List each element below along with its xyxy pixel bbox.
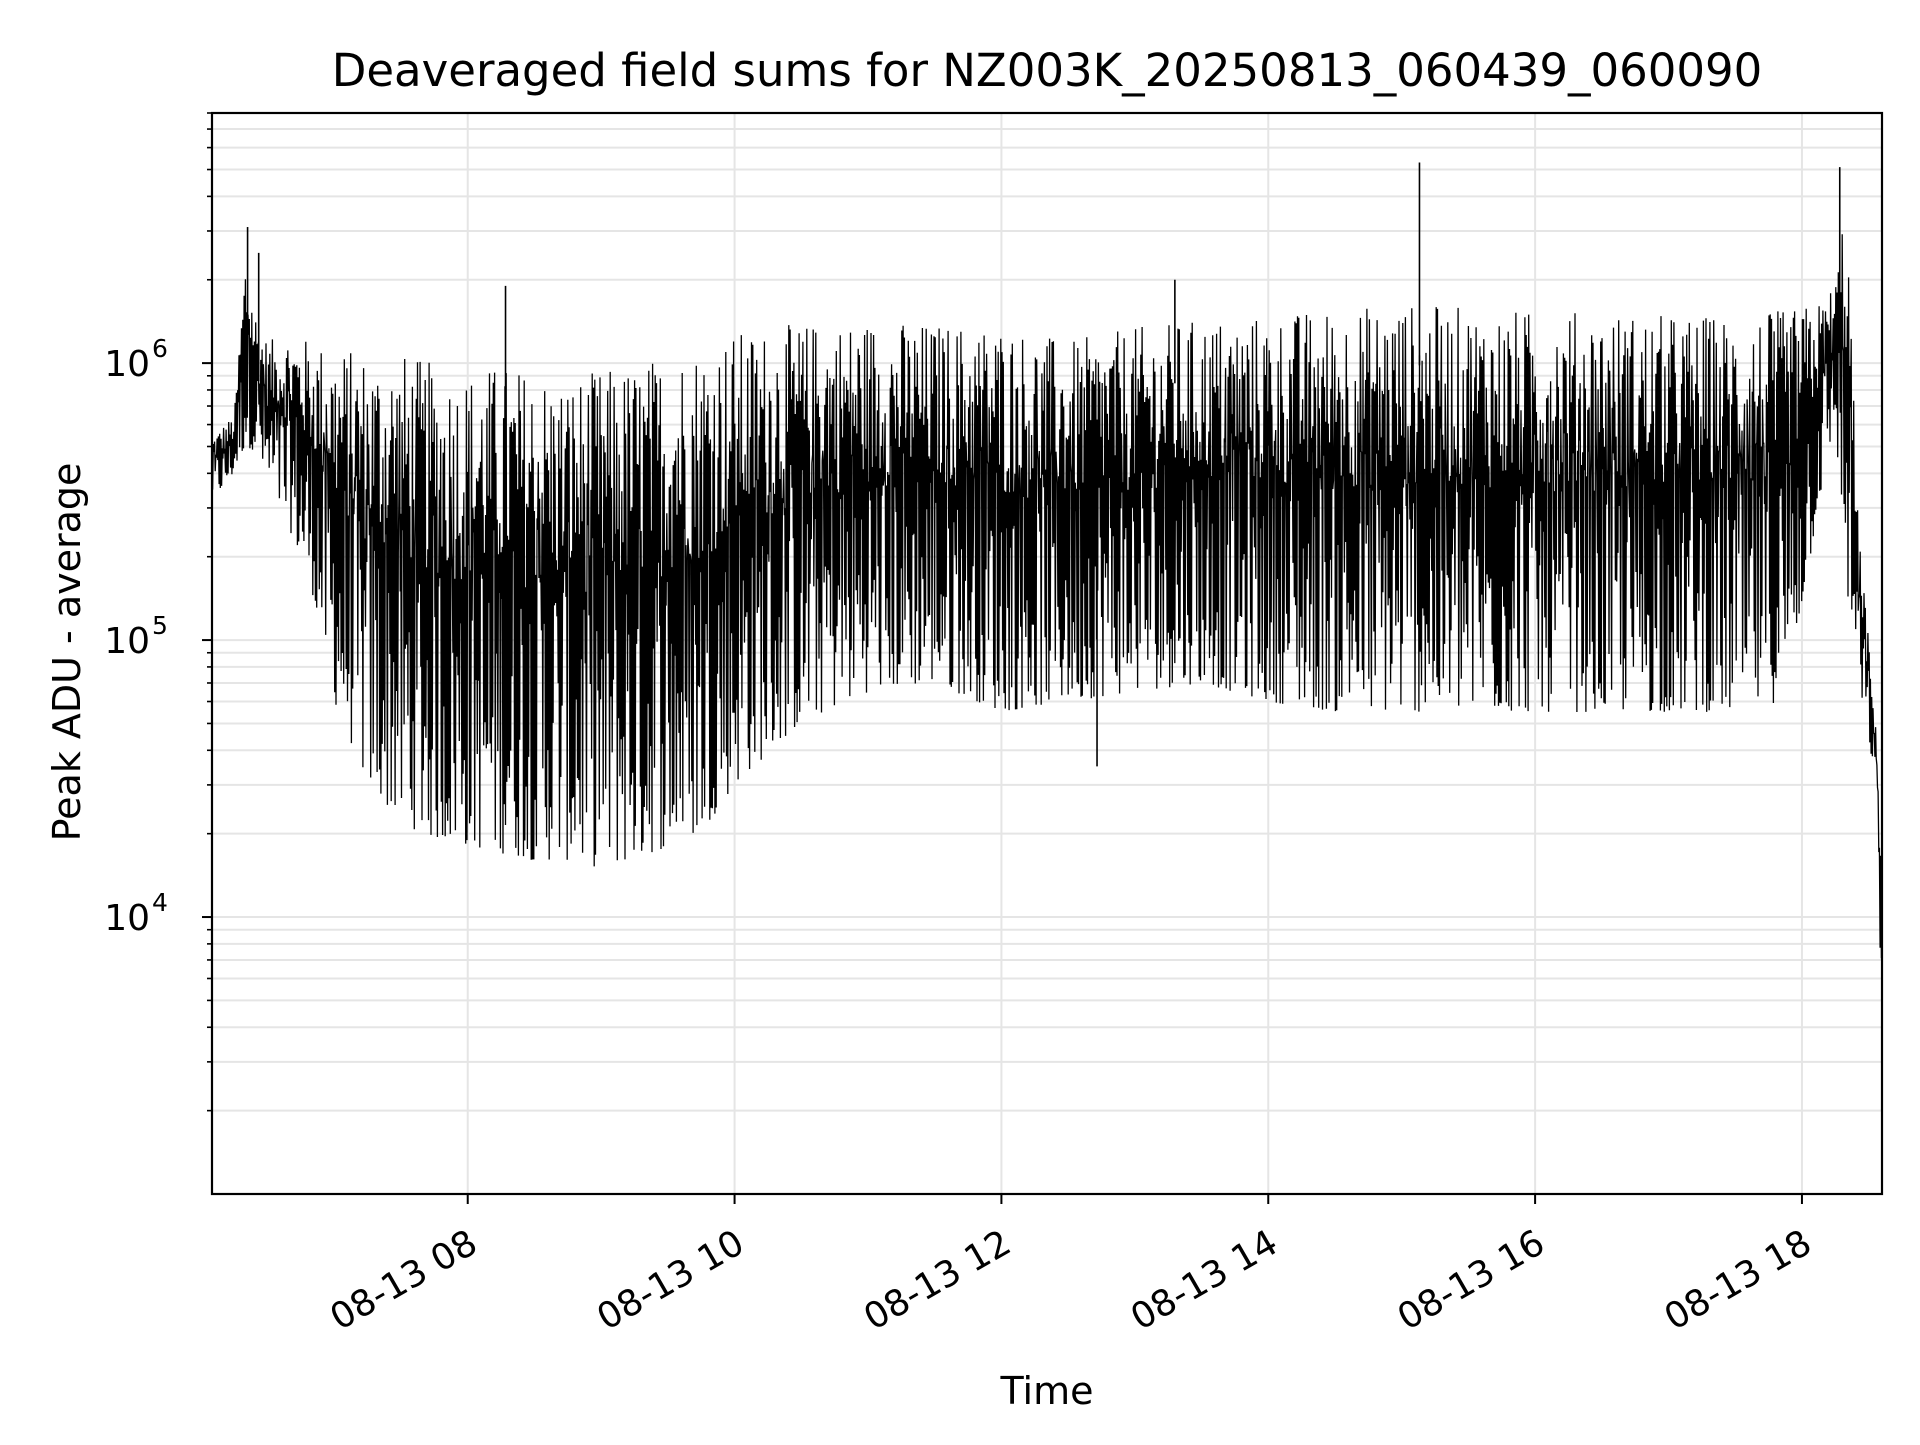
- data-series-line: [211, 234, 1883, 959]
- y-tick-label-exponent: 4: [152, 888, 168, 917]
- y-axis-label: Peak ADU - average: [45, 463, 89, 842]
- x-axis-label: Time: [1000, 1369, 1094, 1413]
- y-tick-label-exponent: 5: [152, 611, 168, 640]
- plot-area: [211, 162, 1883, 959]
- y-tick-label: 10: [104, 898, 150, 939]
- y-tick-label: 10: [104, 344, 150, 385]
- chart-title: Deaveraged field sums for NZ003K_2025081…: [332, 44, 1763, 97]
- y-tick-label-exponent: 6: [152, 334, 168, 363]
- y-tick-label: 10: [104, 621, 150, 662]
